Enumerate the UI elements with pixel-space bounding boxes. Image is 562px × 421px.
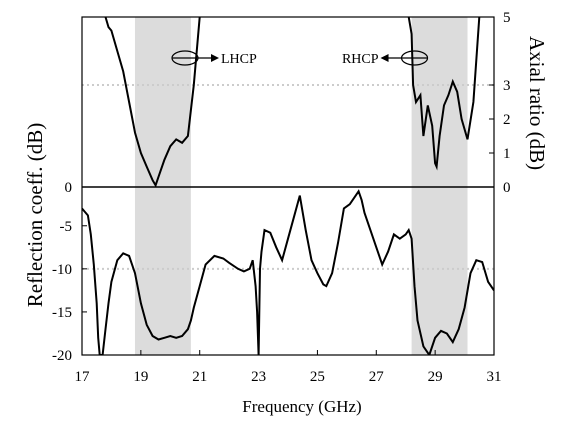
x-axis-label: Frequency (GHz) <box>242 397 361 416</box>
x-tick-label: 25 <box>310 369 325 385</box>
y-left-tick-label: -20 <box>52 348 72 364</box>
shaded-bands <box>134 17 468 355</box>
series-lines <box>82 17 494 355</box>
reflection-line-1 <box>82 189 494 355</box>
x-tick-label: 31 <box>487 369 502 385</box>
x-tick-label: 19 <box>133 369 148 385</box>
axial-ratio-line-1 <box>104 17 201 187</box>
y-axis-label-right: Axial ratio (dB) <box>525 36 549 170</box>
x-tick-label: 27 <box>369 369 385 385</box>
tick-marks <box>81 16 495 356</box>
y-axis-label-left: Reflection coeff. (dB) <box>23 123 47 307</box>
annotations: LHCP RHCP <box>171 50 429 67</box>
x-tick-label: 23 <box>251 369 266 385</box>
rhcp-arrow-head <box>380 54 389 62</box>
lhcp-arrow-head <box>211 54 219 62</box>
x-tick-label: 17 <box>75 369 91 385</box>
frame-outline <box>81 16 495 356</box>
y-left-tick-label: -5 <box>60 219 73 235</box>
plot-frame <box>81 16 495 356</box>
y-left-tick-label: -15 <box>52 305 72 321</box>
x-tick-label: 29 <box>428 369 443 385</box>
rhcp-label: RHCP <box>342 52 379 67</box>
shaded-band-2 <box>411 17 468 355</box>
y-right-tick-label: 3 <box>503 78 511 94</box>
axial-ratio-line-2 <box>407 17 481 171</box>
y-right-tick-label: 5 <box>503 10 511 26</box>
y-right-tick-label: 1 <box>503 146 511 162</box>
reference-lines <box>82 84 494 270</box>
y-left-tick-label: -10 <box>52 262 72 278</box>
y-right-tick-label: 2 <box>503 112 511 128</box>
y-left-top-tick-label: 0 <box>65 180 73 196</box>
shaded-band-1 <box>134 17 191 355</box>
y-right-tick-label: 0 <box>503 180 511 196</box>
lhcp-label: LHCP <box>221 52 257 67</box>
x-tick-label: 21 <box>192 369 207 385</box>
